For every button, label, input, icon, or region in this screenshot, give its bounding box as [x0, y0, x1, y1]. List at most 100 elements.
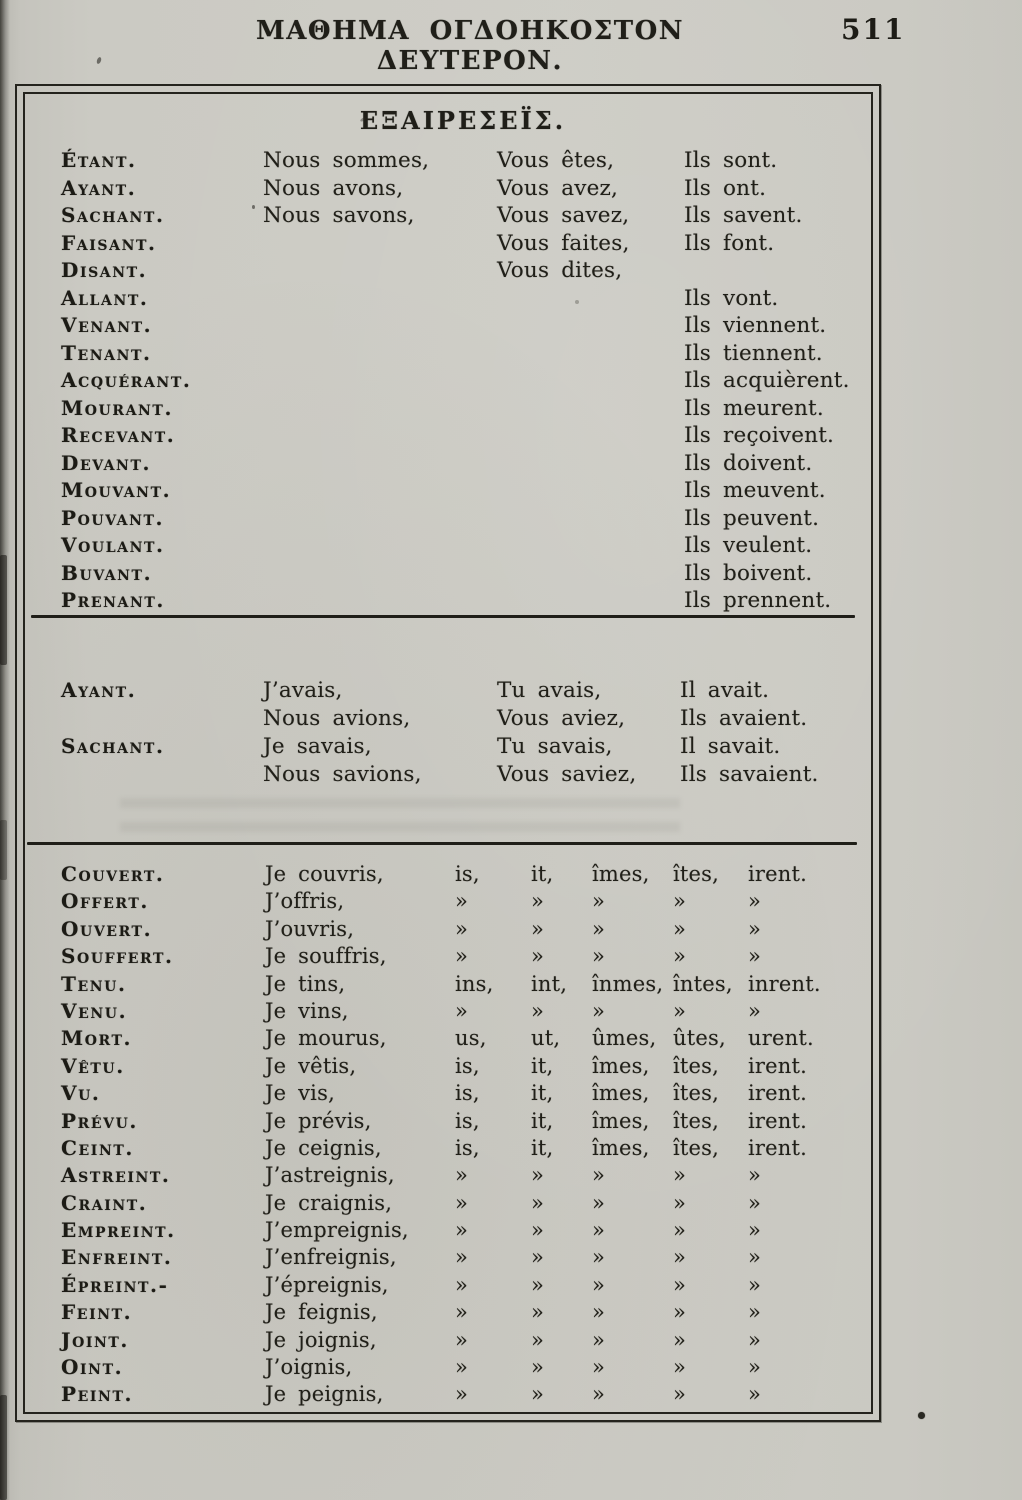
participle-label: Recevant.: [61, 423, 176, 447]
binding-shadow-patch: [0, 820, 7, 880]
ending-cell: is,: [455, 1081, 480, 1106]
participle-label: Ayant.: [61, 175, 137, 200]
ending-cell: »: [592, 1355, 606, 1380]
binding-shadow-patch: [0, 555, 7, 665]
ending-cell: »: [673, 916, 687, 941]
first-person-cell: Je souffris,: [265, 944, 387, 969]
ils-form-cell: Ils acquièrent.: [684, 368, 850, 393]
participle-label: Prévu.: [61, 1108, 138, 1133]
first-person-cell: J’offris,: [265, 889, 345, 914]
page-header: ΜΑΘΗΜΑ ΟΓΔΟΗΚΟΣΤΟΝ ΔΕΥΤΕΡΟΝ. 511: [0, 0, 1022, 76]
ending-cell: »: [455, 1245, 469, 1270]
participle-label: Mort.: [61, 1026, 133, 1051]
ending-cell: »: [673, 944, 687, 969]
vous-form-cell: [497, 341, 684, 369]
binding-shadow-patch: [0, 1395, 7, 1500]
exceptions-frame: ΕΞΑΙΡΕΣΕΪΣ. Étant. Nous sommes, Vous ête…: [15, 84, 881, 1422]
vous-form-cell: [497, 561, 684, 589]
ending-cell: »: [673, 1355, 687, 1380]
ending-cell: irent.: [748, 1081, 808, 1106]
participle-label: Prenant.: [61, 588, 165, 612]
ending-cell: ut,: [531, 1026, 561, 1051]
ending-cell: »: [592, 1190, 606, 1215]
vous-form-cell: [497, 506, 684, 534]
ils-form-cell: Ils doivent.: [684, 450, 813, 476]
ils-form-cell: Ils veulent.: [684, 533, 813, 558]
ending-cell: îtes,: [673, 862, 720, 886]
nous-form-cell: [263, 423, 497, 451]
ending-cell: »: [592, 1272, 606, 1297]
ink-speck-artifact: [95, 56, 103, 65]
ending-cell: it,: [531, 1135, 554, 1160]
ink-speck-artifact: [575, 300, 579, 304]
ending-cell: »: [531, 944, 545, 969]
vous-form-cell: [497, 478, 684, 506]
ending-cell: irent.: [748, 1135, 808, 1160]
ils-form-cell: Ils boivent.: [684, 560, 813, 586]
ending-cell: »: [748, 944, 762, 969]
ending-cell: ins,: [455, 971, 494, 996]
vous-form-cell: Vous dites,: [497, 258, 623, 283]
ending-cell: »: [531, 916, 545, 941]
second-person-cell: Tu avais,: [497, 678, 602, 703]
second-person-cell: Tu savais,: [497, 734, 613, 759]
ending-cell: urent.: [748, 1026, 814, 1051]
ending-cell: is,: [455, 1135, 480, 1160]
ending-cell: »: [748, 1382, 762, 1407]
first-person-cell: Je feignis,: [265, 1300, 378, 1325]
participle-label: Venu.: [61, 998, 128, 1023]
first-person-cell: Nous avions,: [263, 706, 411, 731]
vous-form-cell: [497, 533, 684, 561]
participle-label: Sachant.: [61, 203, 165, 227]
ending-cell: îmes,: [592, 1108, 650, 1133]
first-person-cell: J’oignis,: [265, 1355, 353, 1380]
first-person-cell: J’épreignis,: [265, 1272, 389, 1297]
ending-cell: irent.: [748, 1108, 808, 1133]
participle-label: Épreint.-: [61, 1272, 169, 1297]
first-person-cell: J’ouvris,: [265, 916, 355, 941]
ils-form-cell: Ils meurent.: [684, 395, 824, 421]
vous-form-cell: [497, 588, 684, 616]
ending-cell: »: [455, 889, 469, 914]
ils-form-cell: Ils vont.: [684, 285, 779, 311]
page-number: 511: [841, 13, 906, 46]
imperfect-table: Ayant. J’avais, Tu avais, Il avait. Nous…: [25, 678, 871, 790]
ending-cell: »: [592, 1245, 606, 1270]
vous-form-cell: [497, 313, 684, 341]
ending-cell: îtes,: [673, 1108, 720, 1133]
section-divider: [27, 842, 857, 845]
ink-speck-artifact: [252, 205, 255, 209]
vous-form-cell: [497, 451, 684, 479]
ending-cell: »: [673, 1272, 687, 1297]
nous-form-cell: [263, 506, 497, 534]
participle-label: [61, 706, 263, 734]
ending-cell: »: [455, 1300, 469, 1325]
participle-label: Craint.: [61, 1190, 148, 1215]
ending-cell: »: [748, 889, 762, 914]
ending-cell: »: [592, 944, 606, 969]
vous-form-cell: Vous êtes,: [497, 148, 615, 173]
ending-cell: »: [455, 1218, 469, 1243]
participle-label: Acquérant.: [61, 368, 192, 392]
ending-cell: us,: [455, 1026, 487, 1051]
participle-label: Peint.: [61, 1382, 134, 1407]
participle-label: Buvant.: [61, 560, 153, 585]
participle-label: Souffert.: [61, 944, 174, 969]
ending-cell: »: [673, 1163, 687, 1188]
ending-cell: »: [455, 1327, 469, 1352]
second-person-cell: Vous saviez,: [497, 762, 637, 787]
first-person-cell: J’enfreignis,: [265, 1245, 397, 1270]
ending-cell: »: [592, 916, 606, 941]
ending-cell: »: [455, 1355, 469, 1380]
past-historic-table: Couvert. Je couvris, is, it, îmes, îtes,…: [25, 862, 871, 1410]
participle-label: Tenant.: [61, 340, 152, 365]
ending-cell: »: [455, 1190, 469, 1215]
ending-cell: »: [531, 1272, 545, 1297]
ending-cell: »: [455, 1163, 469, 1188]
participle-label: Enfreint.: [61, 1245, 173, 1270]
ending-cell: întes,: [673, 971, 733, 996]
participle-label: Tenu.: [61, 971, 127, 996]
nous-form-cell: [263, 313, 497, 341]
participle-label: Vu.: [61, 1081, 101, 1106]
ending-cell: »: [531, 1355, 545, 1380]
